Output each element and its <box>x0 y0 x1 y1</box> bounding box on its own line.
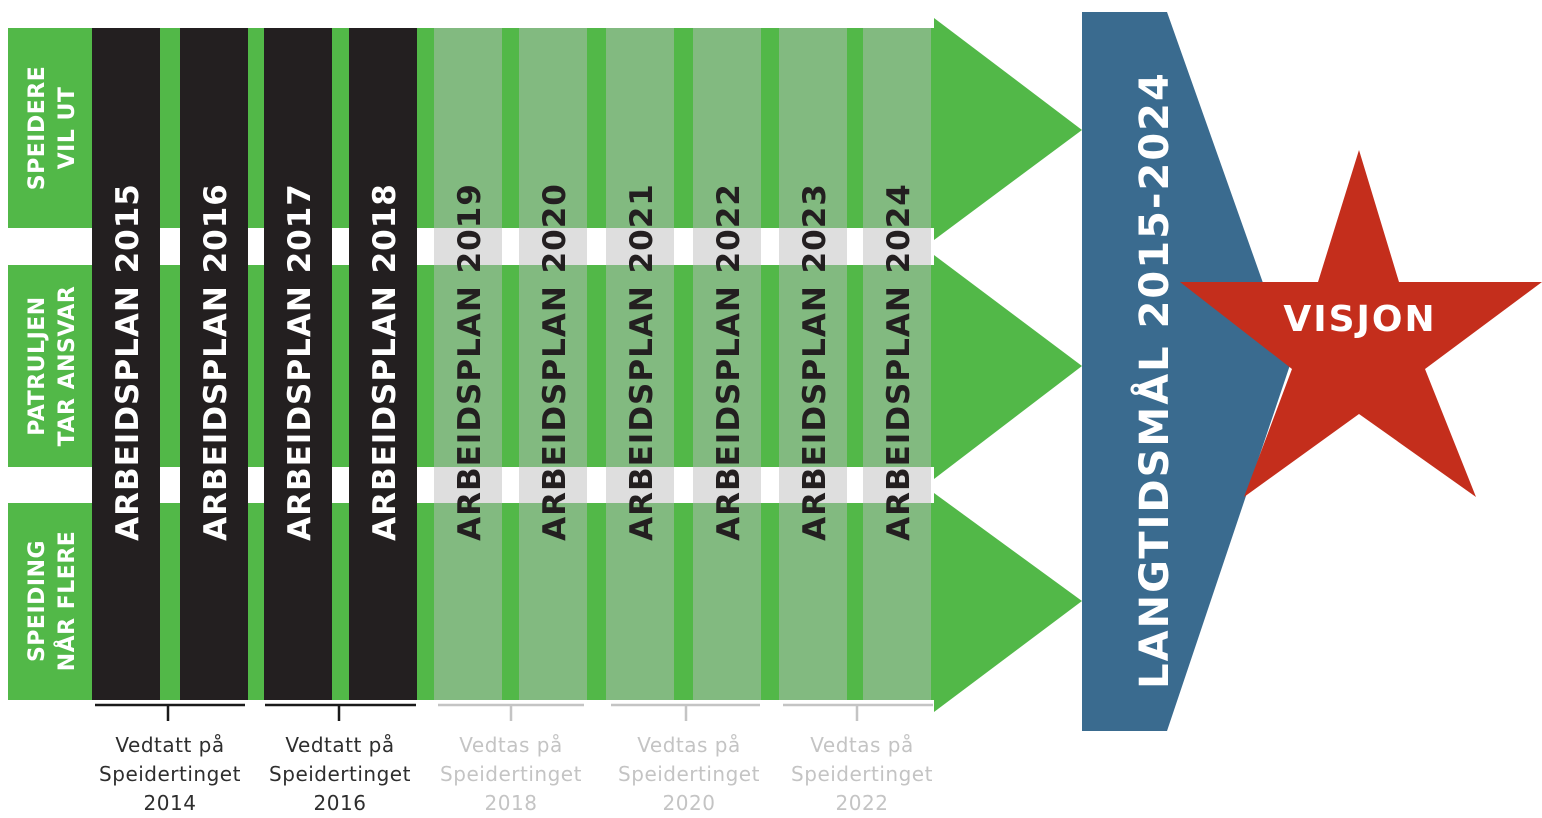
plan-column-4: ARBEIDSPLAN 2018 <box>349 28 417 700</box>
vision-star: VISJON <box>1180 150 1542 497</box>
plan-column-8: ARBEIDSPLAN 2022 <box>693 28 761 700</box>
plan-column-5: ARBEIDSPLAN 2019 <box>434 28 502 700</box>
period-bracket-5 <box>783 703 933 721</box>
plan-column-9: ARBEIDSPLAN 2023 <box>779 28 847 700</box>
plan-column-gap <box>606 467 674 503</box>
plan-column-6: ARBEIDSPLAN 2020 <box>519 28 587 700</box>
plan-column-bar <box>693 28 761 700</box>
period-caption-line2: Speidertinget <box>618 762 760 786</box>
vision-star-shape <box>1180 150 1542 497</box>
period-bracket-3 <box>438 703 584 721</box>
plan-column-gap <box>693 228 761 265</box>
goal-label-2-line1: PATRULJEN <box>25 296 50 435</box>
plan-column-label: ARBEIDSPLAN 2015 <box>110 183 146 541</box>
plan-column-label: ARBEIDSPLAN 2021 <box>624 183 660 541</box>
period-caption-2: Vedtatt på Speidertinget 2016 <box>255 731 425 818</box>
plan-column-gap <box>434 228 502 265</box>
goal-label-3-line2: NÅR FLERE <box>54 531 80 672</box>
long-term-label: LANGTIDSMÅL 2015-2024 <box>1129 71 1178 689</box>
plan-column-gap <box>779 228 847 265</box>
goal-label-1-line2: VIL UT <box>55 87 80 170</box>
plan-column-bar <box>180 28 248 700</box>
period-caption-line3: 2022 <box>835 791 889 815</box>
period-caption-line3: 2018 <box>484 791 538 815</box>
band-gap <box>417 467 434 503</box>
plan-column-gap <box>519 228 587 265</box>
plan-column-bar <box>779 28 847 700</box>
band-gap <box>417 228 434 265</box>
plan-column-bar <box>606 28 674 700</box>
plan-column-3: ARBEIDSPLAN 2017 <box>264 28 332 700</box>
goal-label-2-line2: TAR ANSVAR <box>55 286 80 447</box>
period-caption-line2: Speidertinget <box>440 762 582 786</box>
plan-column-label: ARBEIDSPLAN 2022 <box>711 183 747 541</box>
plan-column-bar <box>264 28 332 700</box>
goal-arrowhead-2 <box>934 255 1082 479</box>
period-caption-line1: Vedtatt på <box>285 733 395 757</box>
plan-column-label: ARBEIDSPLAN 2016 <box>198 183 234 541</box>
long-term-goals-chevron: LANGTIDSMÅL 2015-2024 <box>1082 12 1291 731</box>
plan-column-label: ARBEIDSPLAN 2017 <box>282 183 318 541</box>
plan-column-gap <box>863 467 931 503</box>
plan-column-label: ARBEIDSPLAN 2024 <box>881 183 917 541</box>
period-caption-4: Vedtas på Speidertinget 2020 <box>604 731 774 818</box>
band-gap <box>160 228 180 265</box>
period-caption-5: Vedtas på Speidertinget 2022 <box>777 731 947 818</box>
plan-column-label: ARBEIDSPLAN 2018 <box>367 183 403 541</box>
period-caption-line2: Speidertinget <box>99 762 241 786</box>
period-bracket-2 <box>265 703 416 721</box>
plan-column-10: ARBEIDSPLAN 2024 <box>863 28 931 700</box>
period-caption-line1: Vedtas på <box>637 733 741 757</box>
plan-column-bar <box>349 28 417 700</box>
plan-column-label: ARBEIDSPLAN 2023 <box>797 183 833 541</box>
goal-label-1-line1: SPEIDERE <box>25 66 50 190</box>
band-gap <box>8 228 92 265</box>
goal-arrowhead-3 <box>934 493 1082 712</box>
plan-column-label: ARBEIDSPLAN 2019 <box>452 183 488 541</box>
period-bracket-4 <box>611 703 760 721</box>
band-gap <box>248 467 264 503</box>
band-gap <box>160 467 180 503</box>
vision-label: VISJON <box>1283 299 1436 340</box>
plan-column-bar <box>519 28 587 700</box>
band-gap <box>8 467 92 503</box>
band-gap <box>248 228 264 265</box>
period-caption-line3: 2020 <box>662 791 716 815</box>
period-caption-line1: Vedtas på <box>459 733 563 757</box>
period-caption-line3: 2016 <box>313 791 367 815</box>
period-caption-line2: Speidertinget <box>791 762 933 786</box>
plan-column-label: ARBEIDSPLAN 2020 <box>537 183 573 541</box>
period-caption-line1: Vedtas på <box>810 733 914 757</box>
plan-column-1: ARBEIDSPLAN 2015 <box>92 28 160 700</box>
plan-column-bar <box>434 28 502 700</box>
goal-arrowhead-1 <box>934 18 1082 240</box>
plan-column-gap <box>693 467 761 503</box>
plan-column-gap <box>519 467 587 503</box>
plan-column-7: ARBEIDSPLAN 2021 <box>606 28 674 700</box>
plan-column-bar <box>92 28 160 700</box>
period-caption-line3: 2014 <box>143 791 197 815</box>
long-term-chevron-shape <box>1082 12 1291 731</box>
period-caption-3: Vedtas på Speidertinget 2018 <box>426 731 596 818</box>
period-caption-1: Vedtatt på Speidertinget 2014 <box>85 731 255 818</box>
plan-column-bar <box>863 28 931 700</box>
period-brackets <box>95 703 933 721</box>
plan-column-gap <box>779 467 847 503</box>
plan-column-gap <box>863 228 931 265</box>
period-caption-line2: Speidertinget <box>269 762 411 786</box>
plan-columns: ARBEIDSPLAN 2015 ARBEIDSPLAN 2016 ARBEIDSP… <box>8 28 931 700</box>
plan-column-gap <box>434 467 502 503</box>
goal-labels: SPEIDERE VIL UT PATRULJEN TAR ANSVAR SPEIDIN… <box>25 66 80 672</box>
period-caption-line1: Vedtatt på <box>115 733 225 757</box>
plan-column-gap <box>606 228 674 265</box>
plan-column-2: ARBEIDSPLAN 2016 <box>180 28 248 700</box>
goal-label-3-line1: SPEIDING <box>25 540 50 662</box>
period-bracket-1 <box>95 703 245 721</box>
